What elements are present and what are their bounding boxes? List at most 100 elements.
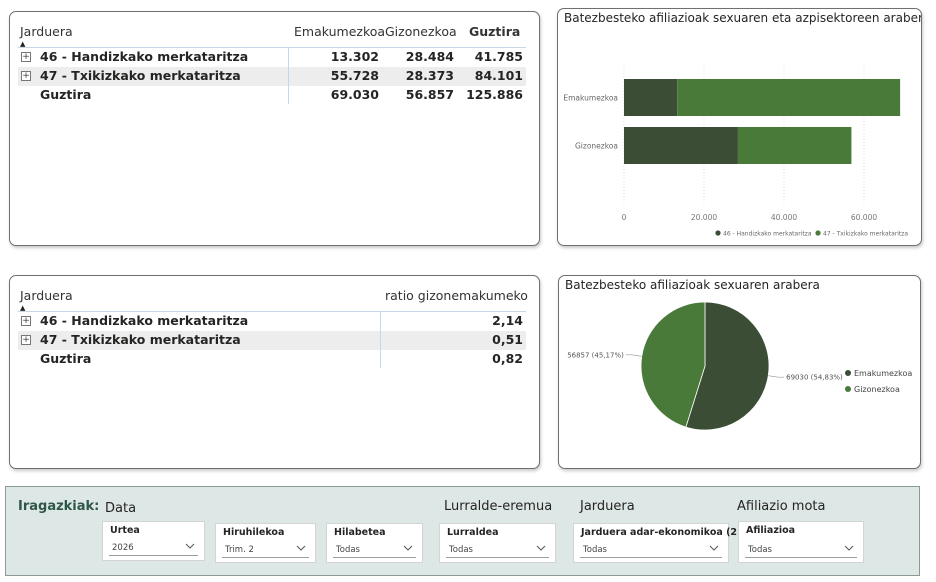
total-emakumezkoa: 69.030 (330, 87, 379, 102)
cell-ratio: 2,14 (492, 313, 523, 328)
filter-group-data: Data (105, 501, 137, 516)
slicer-label: Hiruhilekoa (223, 527, 285, 538)
table-row[interactable]: + 47 - Txikizkako merkataritza 55.728 28… (18, 67, 526, 86)
slicer-value: Todas (336, 545, 360, 555)
sort-ascending-icon[interactable]: ▲ (20, 304, 26, 312)
row-label: 46 - Handizkako merkataritza (40, 313, 249, 328)
column-divider (380, 312, 381, 368)
slicer-dropdown[interactable]: Todas (333, 541, 416, 558)
total-gizonezkoa: 56.857 (405, 87, 454, 102)
stacked-bar-chart[interactable]: 0 20.000 40.000 60.000 Emakumezkoa Gizonezkoa… (558, 9, 922, 246)
expand-icon[interactable]: + (21, 71, 31, 81)
filter-group-afiliazio: Afiliazio mota (737, 499, 826, 514)
slicer-hiruhilekoa[interactable]: Hiruhilekoa Trim. 2 (215, 523, 316, 563)
cell-gizonezkoa: 28.484 (405, 49, 454, 64)
legend-marker (815, 230, 821, 236)
expand-icon[interactable]: + (21, 316, 31, 326)
slicer-dropdown[interactable]: 2026 (109, 539, 198, 556)
slicer-jarduera[interactable]: Jarduera adar-ekonomikoa (2 ... Todas (573, 523, 751, 563)
data-label-leader (768, 375, 785, 378)
expand-icon[interactable]: + (21, 335, 31, 345)
pie-chart[interactable]: 69030 (54,83%) 56857 (45,17%) Emakumezkoa G… (559, 276, 921, 469)
column-header-ratio[interactable]: ratio gizonemakumeko (385, 288, 528, 303)
slicer-label: Jarduera adar-ekonomikoa (2 ... (581, 527, 752, 538)
y-category-label: Emakumezkoa (563, 94, 618, 103)
pie-chart-card: Batezbesteko afiliazioak sexuaren araber… (558, 275, 921, 469)
table-total-row: Guztira 0,82 (18, 350, 526, 369)
slicer-lurraldea[interactable]: Lurraldea Todas (439, 523, 556, 563)
row-label: 46 - Handizkako merkataritza (40, 49, 249, 64)
slicer-urtea[interactable]: Urtea 2026 (102, 521, 205, 561)
total-label: Guztira (40, 351, 92, 366)
table-affiliations-by-sex: Jarduera ▲ Emakumezkoa Gizonezkoa Guztir… (9, 11, 540, 246)
chevron-down-icon[interactable] (844, 543, 854, 553)
slicer-label: Lurraldea (447, 527, 499, 538)
legend-label: 47 - Txikizkako merkataritza (823, 231, 908, 238)
chevron-down-icon[interactable] (403, 543, 413, 553)
chart-title: Batezbesteko afiliazioak sexuaren eta az… (564, 11, 922, 25)
expand-icon[interactable]: + (21, 52, 31, 62)
slicer-label: Afiliazioa (746, 525, 796, 536)
stacked-bar-chart-card: Batezbesteko afiliazioak sexuaren eta az… (557, 8, 922, 246)
slicer-value: Trim. 2 (225, 545, 254, 555)
cell-emakumezkoa: 55.728 (330, 68, 379, 83)
table-row[interactable]: + 47 - Txikizkako merkataritza 0,51 (18, 331, 526, 350)
chevron-down-icon[interactable] (185, 541, 195, 551)
x-tick-label: 20.000 (691, 213, 717, 222)
filter-group-jarduera: Jarduera (580, 499, 635, 514)
table-row[interactable]: + 46 - Handizkako merkataritza 2,14 (18, 312, 526, 331)
column-header-emakumezkoa[interactable]: Emakumezkoa (294, 24, 386, 39)
legend-label: 46 - Handizkako merkataritza (723, 231, 812, 238)
bar-segment (737, 127, 852, 164)
slicer-dropdown[interactable]: Todas (580, 541, 722, 558)
x-tick-label: 40.000 (771, 213, 797, 222)
slicer-value: Todas (748, 545, 772, 555)
chevron-down-icon[interactable] (709, 543, 719, 553)
column-divider (288, 48, 289, 104)
x-tick-label: 0 (622, 213, 627, 222)
column-header-guztira[interactable]: Guztira (469, 24, 521, 39)
slicer-dropdown[interactable]: Todas (745, 541, 857, 558)
chevron-down-icon[interactable] (536, 543, 546, 553)
column-header-gizonezkoa[interactable]: Gizonezkoa (385, 24, 457, 39)
cell-guztira: 84.101 (474, 68, 523, 83)
table-total-row: Guztira 69.030 56.857 125.886 (18, 86, 526, 105)
cell-guztira: 41.785 (474, 49, 523, 64)
legend-marker (845, 370, 851, 376)
filter-group-lurralde: Lurralde-eremua (444, 499, 553, 514)
slicer-label: Urtea (110, 525, 140, 536)
filter-panel: Iragazkiak: Data Lurralde-eremua Jarduer… (5, 486, 920, 576)
chart-title: Batezbesteko afiliazioak sexuaren araber… (565, 278, 820, 292)
legend-marker (845, 386, 851, 392)
table-sex-ratio: Jarduera ▲ ratio gizonemakumeko + 46 - H… (9, 275, 540, 469)
y-category-label: Gizonezkoa (575, 142, 618, 151)
bar-segment (624, 127, 738, 164)
column-header-jarduera[interactable]: Jarduera (20, 24, 73, 39)
table-header: Jarduera ▲ ratio gizonemakumeko (18, 282, 528, 312)
cell-gizonezkoa: 28.373 (405, 68, 454, 83)
data-label: 69030 (54,83%) (786, 374, 843, 382)
total-ratio: 0,82 (492, 351, 523, 366)
data-label-leader (625, 354, 642, 357)
bar-segment (624, 79, 678, 116)
slicer-value: 2026 (112, 543, 134, 553)
table-header: Jarduera ▲ Emakumezkoa Gizonezkoa Guztir… (18, 18, 526, 48)
total-label: Guztira (40, 87, 92, 102)
chevron-down-icon[interactable] (296, 543, 306, 553)
legend-label: Gizonezkoa (854, 385, 900, 394)
slicer-label: Hilabetea (334, 527, 386, 538)
slicer-afiliazioa[interactable]: Afiliazioa Todas (738, 521, 864, 563)
x-tick-label: 60.000 (851, 213, 877, 222)
slicer-hilabetea[interactable]: Hilabetea Todas (326, 523, 423, 563)
column-header-jarduera[interactable]: Jarduera (20, 288, 73, 303)
sort-ascending-icon[interactable]: ▲ (20, 40, 26, 48)
legend-label: Emakumezkoa (854, 369, 912, 378)
cell-emakumezkoa: 13.302 (330, 49, 379, 64)
table-row[interactable]: + 46 - Handizkako merkataritza 13.302 28… (18, 48, 526, 67)
filters-title: Iragazkiak: (18, 499, 100, 514)
row-label: 47 - Txikizkako merkataritza (40, 332, 241, 347)
slicer-dropdown[interactable]: Trim. 2 (222, 541, 309, 558)
total-guztira: 125.886 (466, 87, 523, 102)
slicer-dropdown[interactable]: Todas (446, 541, 549, 558)
pie-slice (685, 301, 770, 431)
